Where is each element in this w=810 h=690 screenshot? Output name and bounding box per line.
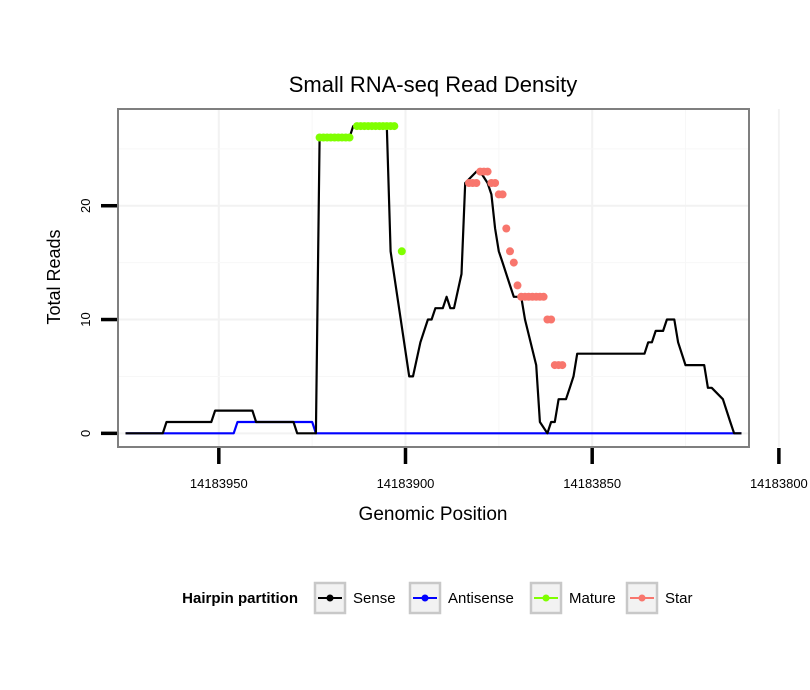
legend-key-dot: [638, 594, 646, 602]
legend-label-sense: Sense: [353, 590, 396, 607]
legend-key-dot: [542, 594, 550, 602]
star-point: [558, 361, 567, 370]
chart-title: Small RNA-seq Read Density: [289, 72, 578, 97]
legend-title: Hairpin partition: [182, 590, 298, 607]
mature-point: [397, 247, 406, 256]
star-point: [547, 315, 556, 324]
x-tick-label: 14183800: [750, 476, 808, 491]
legend-label-star: Star: [665, 590, 693, 607]
plot-border: [117, 108, 750, 448]
legend-label-mature: Mature: [569, 590, 616, 607]
series-points: [315, 122, 567, 370]
y-tick-label: 20: [78, 198, 93, 212]
star-point: [506, 247, 514, 256]
y-axis-title: Total Reads: [44, 229, 64, 324]
star-point: [513, 281, 522, 290]
x-tick-label: 14183900: [377, 476, 435, 491]
mature-point: [345, 133, 354, 142]
legend-entries: Sense Antisense Mature Star: [313, 581, 693, 615]
plot-area: [117, 108, 780, 448]
star-point: [491, 179, 500, 187]
star-point: [509, 258, 518, 267]
y-tick-label: 10: [78, 312, 93, 326]
legend-label-antisense: Antisense: [448, 590, 514, 607]
legend: Hairpin partition Sense Antisense Mature St…: [182, 581, 693, 615]
star-point: [472, 179, 481, 187]
x-tick-label: 14183950: [190, 476, 248, 491]
star-point: [498, 190, 507, 199]
x-tick-label: 14183850: [563, 476, 621, 491]
legend-key-dot: [326, 594, 334, 602]
mature-point: [390, 122, 399, 131]
star-point: [502, 224, 511, 233]
y-tick-label: 0: [78, 430, 93, 437]
y-axis: 0 10 20: [78, 198, 117, 437]
x-axis: 14183950 14183900 14183850 14183800: [190, 448, 808, 491]
star-point: [539, 292, 548, 301]
star-point: [483, 167, 492, 176]
x-axis-title: Genomic Position: [359, 504, 508, 525]
legend-key-dot: [421, 594, 429, 602]
